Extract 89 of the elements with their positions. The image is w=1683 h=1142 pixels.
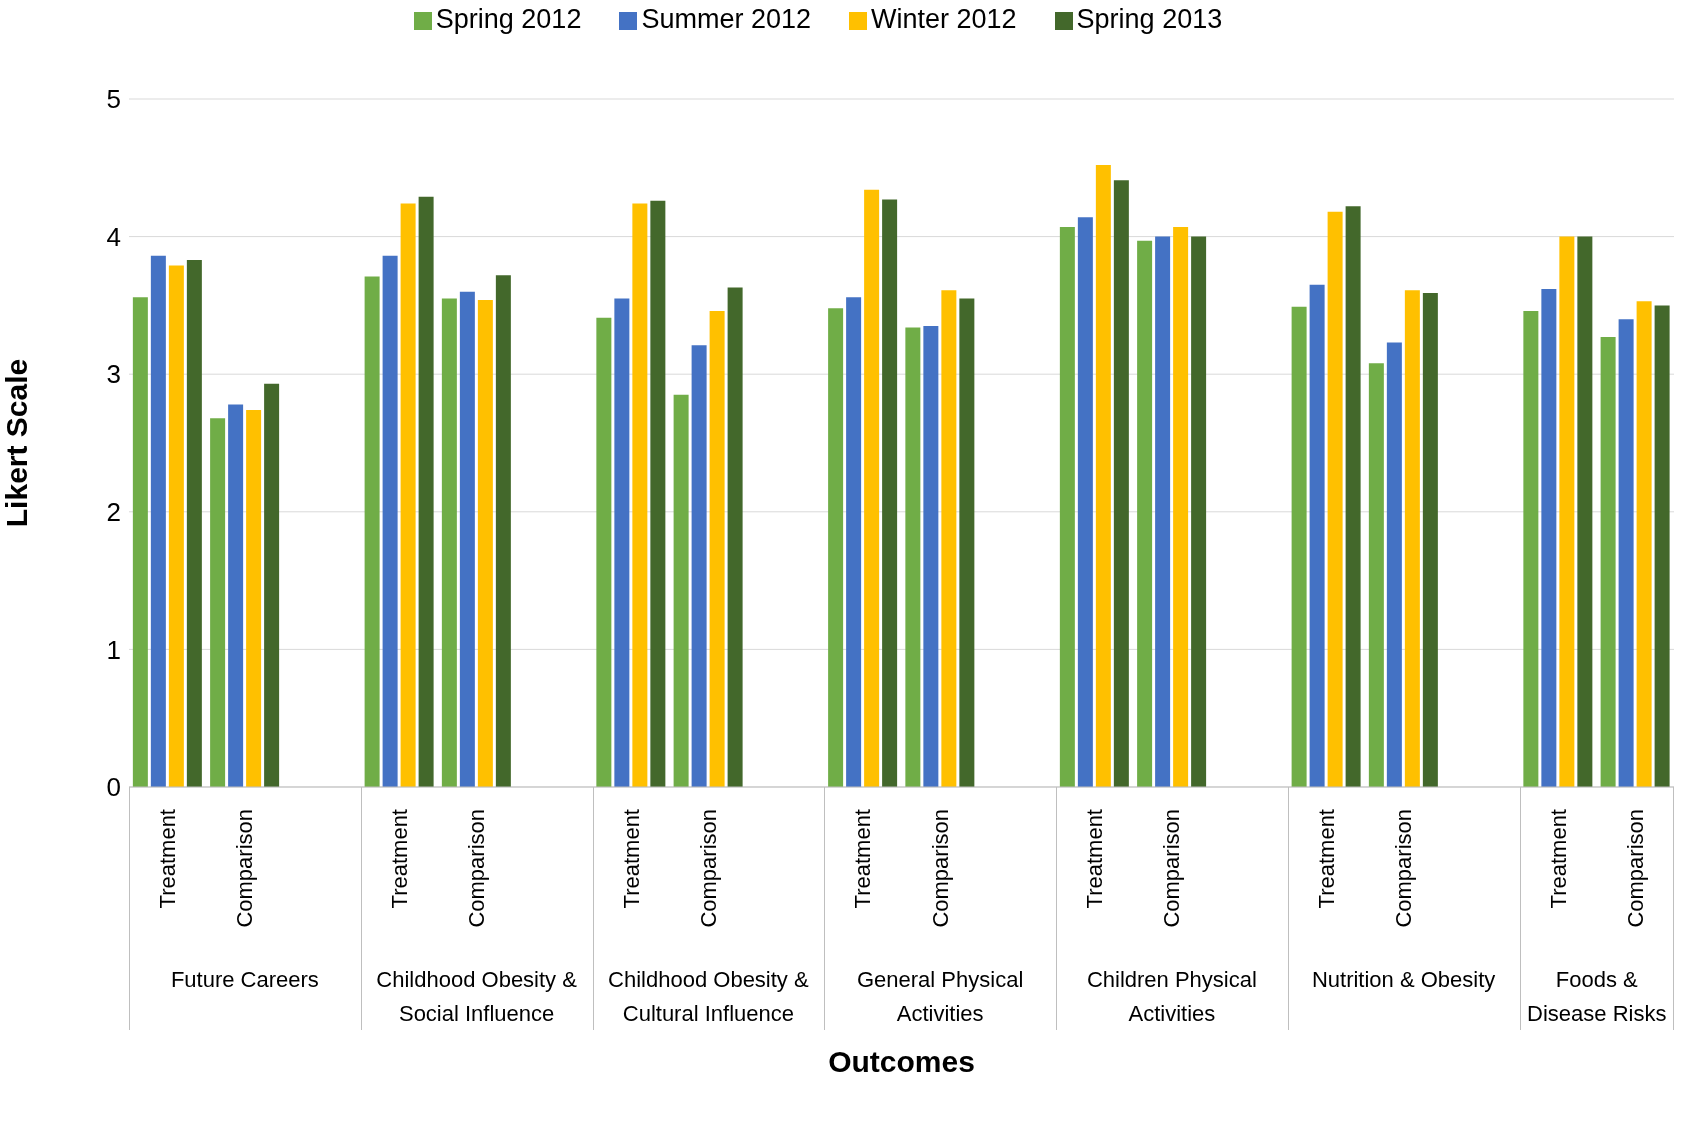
- bar: [1577, 236, 1593, 787]
- bar: [1291, 306, 1307, 787]
- x-tick-label: Comparison: [464, 809, 490, 928]
- text: Children Physical Activities: [1085, 966, 1258, 1028]
- bar: [400, 203, 416, 787]
- bar: [882, 199, 898, 787]
- bar: [1095, 165, 1111, 787]
- y-tick-label: 3: [106, 359, 121, 390]
- bar: [709, 310, 725, 787]
- bar: [1404, 290, 1420, 787]
- bar: [168, 265, 184, 787]
- bar: [364, 276, 380, 787]
- x-tick-label: Treatment: [618, 809, 644, 909]
- text: Nutrition & Obesity: [1310, 966, 1497, 994]
- bar: [418, 196, 434, 787]
- x-tick-label: Comparison: [232, 809, 258, 928]
- bar: [846, 297, 862, 787]
- bar: [1327, 211, 1343, 787]
- legend-label: Spring 2012: [435, 4, 582, 34]
- x-tick-label: Comparison: [1159, 809, 1185, 928]
- bar: [150, 255, 166, 787]
- text: General Physical Activities: [855, 966, 1025, 1028]
- bar: [1173, 226, 1189, 787]
- x-tick-label: Treatment: [386, 809, 412, 909]
- legend-label: Winter 2012: [871, 4, 1017, 34]
- bar: [596, 317, 612, 787]
- y-tick-label: 2: [106, 497, 121, 528]
- bar: [1368, 363, 1384, 787]
- bar: [1600, 337, 1616, 787]
- x-tick-label: Comparison: [927, 809, 953, 928]
- x-tick-label: Treatment: [850, 809, 876, 909]
- x-axis-title: Outcomes: [828, 1045, 975, 1078]
- bar: [691, 345, 707, 787]
- bar: [1636, 301, 1652, 787]
- bar: [864, 189, 880, 787]
- bar: [1137, 240, 1153, 787]
- x-tick-label: Comparison: [1391, 809, 1417, 928]
- y-tick-label: 4: [106, 221, 121, 252]
- bar: [1523, 310, 1539, 787]
- bar: [1077, 217, 1093, 787]
- x-tick-label: Comparison: [1622, 809, 1648, 928]
- bar: [264, 383, 280, 787]
- bar: [1059, 226, 1075, 787]
- bar: [477, 299, 493, 787]
- bar: [614, 298, 630, 787]
- bar: [923, 326, 939, 787]
- bar: [1386, 342, 1402, 787]
- bar: [1654, 305, 1670, 787]
- text: Future Careers: [169, 966, 320, 994]
- x-tick-label: Treatment: [1082, 809, 1108, 909]
- bar: [246, 409, 262, 787]
- bar: [441, 298, 457, 787]
- y-tick-label: 5: [106, 84, 121, 115]
- y-tick-label: 0: [106, 772, 121, 803]
- text: Childhood Obesity & Cultural Influence: [607, 966, 810, 1028]
- bar: [727, 287, 743, 787]
- bar: [495, 275, 511, 787]
- bar: [1155, 236, 1171, 787]
- bar: [210, 418, 226, 787]
- bar: [382, 255, 398, 787]
- bar: [1191, 236, 1207, 787]
- bar: [650, 200, 666, 787]
- text: Foods & Disease Risks: [1526, 966, 1668, 1028]
- bar: [959, 298, 975, 787]
- x-tick-label: Treatment: [1545, 809, 1571, 909]
- bar: [228, 404, 244, 787]
- x-tick-label: Treatment: [155, 809, 181, 909]
- bar: [673, 394, 689, 787]
- bar: [1422, 293, 1438, 787]
- y-axis-title: Likert Scale: [0, 358, 33, 528]
- bar: [1541, 288, 1557, 787]
- bar: [1618, 319, 1634, 787]
- bar: [186, 259, 202, 787]
- bar: [1559, 236, 1575, 787]
- y-tick-label: 1: [106, 634, 121, 665]
- bar: [941, 290, 957, 787]
- legend-label: Summer 2012: [641, 4, 811, 34]
- bar: [1309, 284, 1325, 787]
- bar: [1345, 206, 1361, 787]
- x-tick-label: Treatment: [1313, 809, 1339, 909]
- bar: [459, 291, 475, 787]
- legend-label: Spring 2013: [1076, 4, 1223, 34]
- bar: [132, 297, 148, 787]
- bar: [828, 308, 844, 787]
- text: Childhood Obesity & Social Influence: [375, 966, 578, 1028]
- x-tick-label: Comparison: [695, 809, 721, 928]
- bar: [632, 203, 648, 787]
- bar: [1113, 180, 1129, 787]
- bar: [905, 327, 921, 787]
